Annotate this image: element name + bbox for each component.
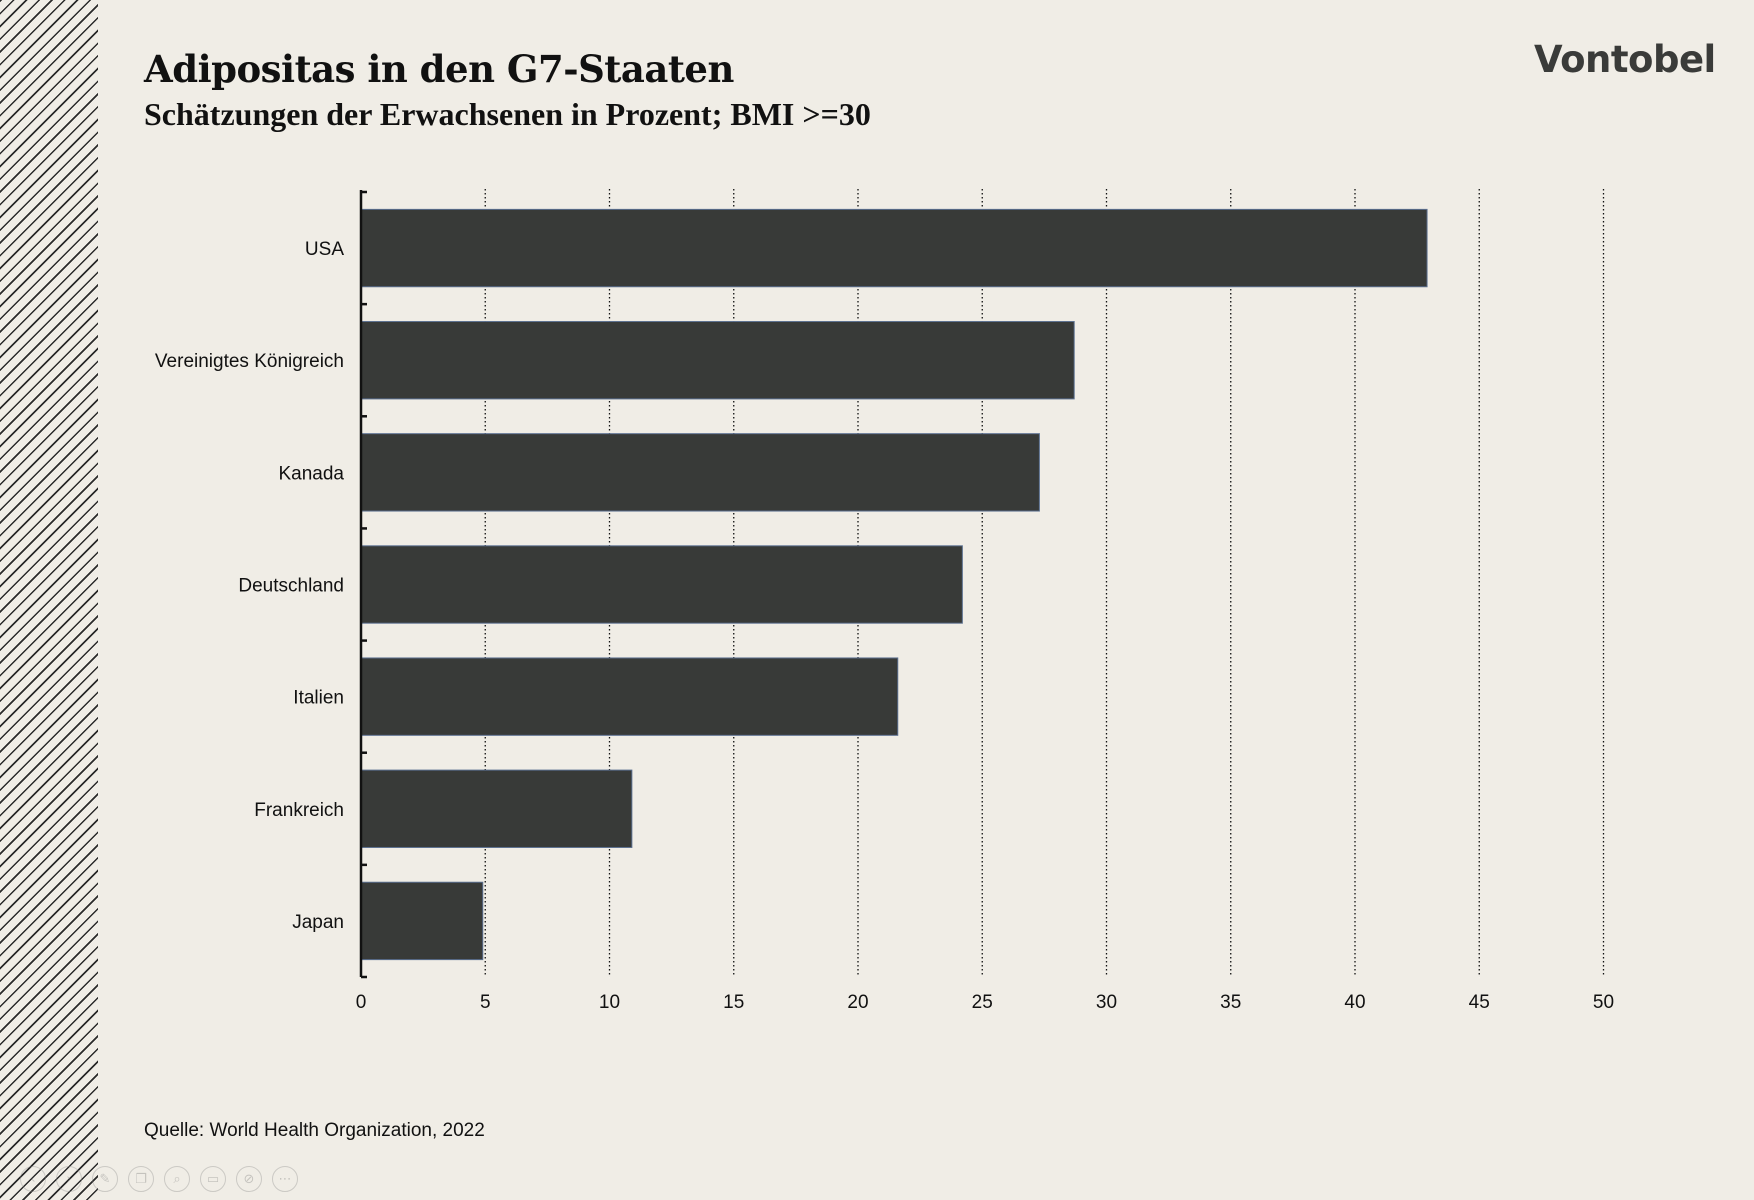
bar-deutschland xyxy=(360,545,963,624)
category-label: Kanada xyxy=(278,463,344,484)
category-labels: USA Vereinigtes Königreich Kanada Deutschla… xyxy=(155,239,345,933)
subtitles-button[interactable]: ▭ xyxy=(200,1166,226,1192)
pen-icon: ✎ xyxy=(99,1171,111,1187)
hatched-side-band xyxy=(0,0,98,1200)
category-label: Italien xyxy=(293,688,344,709)
x-tick-label: 35 xyxy=(1220,992,1241,1013)
presentation-toolbar: ‹ › ✎ ❐ ⌕ ▭ ⊘ ⋯ xyxy=(20,1166,298,1192)
more-button[interactable]: ⋯ xyxy=(272,1166,298,1192)
category-label: Deutschland xyxy=(238,576,344,597)
edit-button[interactable]: ✎ xyxy=(92,1166,118,1192)
bar-frankreich xyxy=(360,769,633,848)
x-tick-label: 10 xyxy=(599,992,620,1013)
next-slide-button[interactable]: › xyxy=(56,1166,82,1192)
more-icon: ⋯ xyxy=(278,1171,292,1187)
camera-off-button[interactable]: ⊘ xyxy=(236,1166,262,1192)
prev-slide-button[interactable]: ‹ xyxy=(20,1166,46,1192)
camera-off-icon: ⊘ xyxy=(243,1171,255,1187)
x-tick-label: 40 xyxy=(1344,992,1365,1013)
x-tick-label: 15 xyxy=(723,992,744,1013)
bar-usa xyxy=(360,208,1428,288)
copy-button[interactable]: ❐ xyxy=(128,1166,154,1192)
x-axis-tick-labels: 0 5 10 15 20 25 30 35 40 45 50 xyxy=(356,992,1614,1013)
chart-subtitle: Schätzungen der Erwachsenen in Prozent; … xyxy=(144,96,871,132)
subtitles-icon: ▭ xyxy=(206,1171,220,1187)
x-tick-label: 0 xyxy=(356,992,367,1013)
x-tick-label: 25 xyxy=(972,992,993,1013)
category-label: Vereinigtes Königreich xyxy=(155,351,344,372)
x-tick-label: 50 xyxy=(1593,992,1614,1013)
brand-logo: Vontobel xyxy=(1534,38,1716,81)
x-tick-label: 45 xyxy=(1469,992,1490,1013)
y-axis xyxy=(359,190,367,979)
bars xyxy=(360,208,1428,961)
chart-title: Adipositas in den G7-Staaten xyxy=(144,47,734,91)
zoom-button[interactable]: ⌕ xyxy=(164,1166,190,1192)
arrow-left-icon: ‹ xyxy=(30,1171,36,1187)
category-label: USA xyxy=(305,239,344,260)
category-label: Japan xyxy=(292,912,344,933)
bar-japan xyxy=(360,881,484,961)
magnifier-icon: ⌕ xyxy=(173,1171,181,1187)
arrow-right-icon: › xyxy=(66,1171,72,1187)
x-tick-label: 30 xyxy=(1096,992,1117,1013)
copy-icon: ❐ xyxy=(135,1171,147,1187)
source-note: Quelle: World Health Organization, 2022 xyxy=(144,1120,485,1141)
x-tick-label: 5 xyxy=(480,992,491,1013)
x-tick-label: 20 xyxy=(847,992,868,1013)
bar-kanada xyxy=(360,433,1040,512)
bar-vereinigtes-königreich xyxy=(360,321,1075,400)
bar-italien xyxy=(360,657,899,736)
category-label: Frankreich xyxy=(254,800,344,821)
